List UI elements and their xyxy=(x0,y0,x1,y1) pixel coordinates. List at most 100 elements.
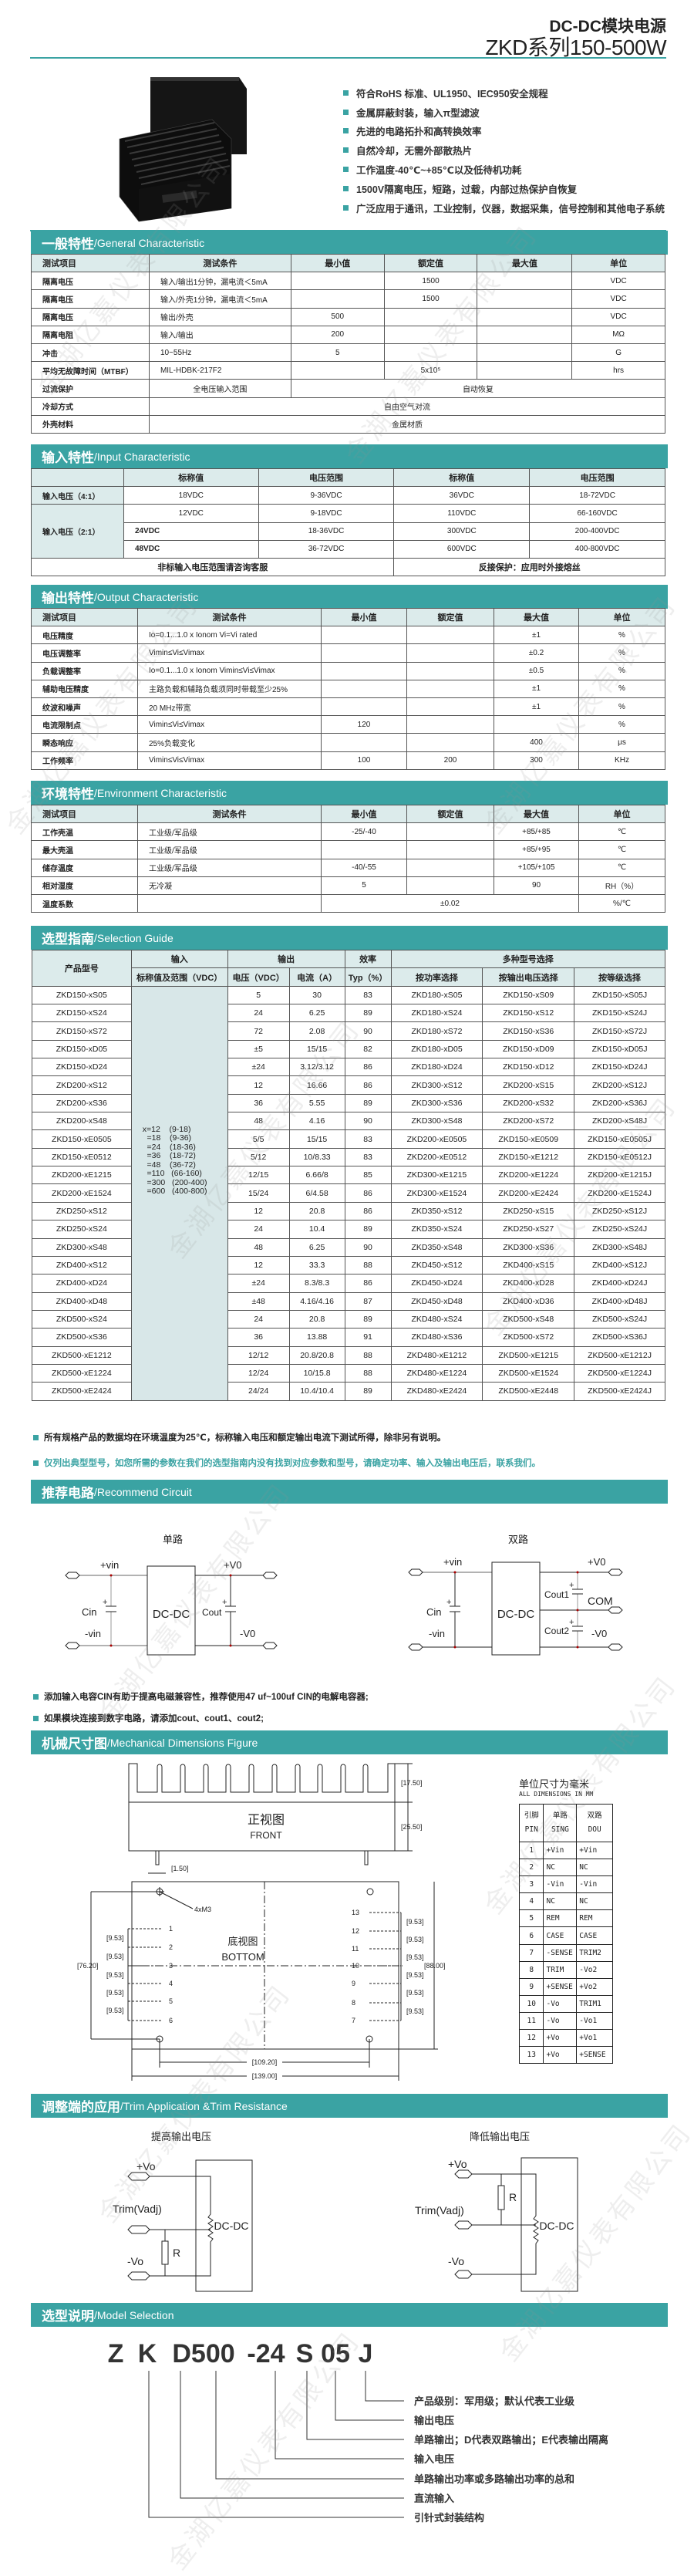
table-cell: 86 xyxy=(344,1058,392,1077)
table-cell: 冷却方式 xyxy=(31,397,150,416)
table-cell xyxy=(406,697,494,717)
table-cell xyxy=(137,893,322,913)
table-row: 温度系数 ±0.02 %/℃ xyxy=(31,893,665,913)
minus-vo-label: -V0 xyxy=(240,1628,255,1639)
table-cell: ZKD200-xS32 xyxy=(482,1093,575,1113)
divider xyxy=(30,57,666,59)
table-cell: 12 xyxy=(227,1075,290,1095)
table-cell: 输入电压（2:1） xyxy=(31,504,124,559)
table-cell: 400-800VDC xyxy=(529,539,665,559)
column-header: 按等级选择 xyxy=(574,967,665,987)
pin-cell: 8 xyxy=(518,1960,544,1979)
column-header: 单路 SING xyxy=(543,1804,578,1842)
table-cell xyxy=(406,840,494,859)
table-cell xyxy=(383,325,478,344)
section-header-model: 选型说明/Model Selection xyxy=(31,2303,668,2327)
dcdc-label: DC-DC xyxy=(153,1608,190,1621)
legend-line: x=12 (9-18) xyxy=(142,1124,191,1134)
output-table: 测试项目 测试条件 最小值 额定值 最大值 单位 电压精度 Io=0.1...1.0 x Io… xyxy=(31,607,665,770)
table-cell: ZKD150-xS72 xyxy=(32,1021,132,1041)
table-cell: +105/+105 xyxy=(494,858,579,877)
table-cell: 24/24 xyxy=(227,1382,290,1401)
pin-number: 8 xyxy=(352,1999,355,2007)
bullet-icon xyxy=(33,1460,39,1466)
table-cell: 24 xyxy=(227,1220,290,1239)
table-cell: 48 xyxy=(227,1112,290,1131)
table-cell: 88 xyxy=(344,1363,392,1383)
table-cell: ZKD200-xE1224 xyxy=(482,1166,575,1185)
table-cell: 400 xyxy=(494,733,579,752)
table-cell: ZKD500-xS36J xyxy=(574,1328,665,1347)
table-cell: ZKD150-xS24J xyxy=(574,1004,665,1023)
table-cell: ±24 xyxy=(227,1058,290,1077)
table-cell: 隔离电压 xyxy=(31,289,150,309)
table-cell: 12 xyxy=(227,1201,290,1221)
pin-cell: NC xyxy=(543,1859,578,1877)
table-cell: ZKD300-xS48J xyxy=(574,1237,665,1257)
dimension-label: [9.53] xyxy=(106,1953,124,1960)
pin-cell: -Vin xyxy=(543,1875,578,1894)
pin-cell: CASE xyxy=(543,1926,578,1945)
table-cell: ZKD200-xS15 xyxy=(482,1075,575,1095)
note-text: 如果模块连接到数字电路，请添加cout、cout1、cout2; xyxy=(44,1714,264,1724)
bullet-icon xyxy=(343,109,349,115)
dimension-label: [1.50] xyxy=(171,1865,189,1872)
pin-cell: 13 xyxy=(518,2046,544,2065)
table-cell: 48VDC xyxy=(123,539,259,559)
section-title-en: /Recommend Circuit xyxy=(94,1485,192,1498)
table-cell: 12VDC xyxy=(123,504,259,523)
table-cell: 6.66/8 xyxy=(288,1166,345,1185)
table-row: 过流保护 全电压输入范围 自动恢复 xyxy=(31,379,666,398)
table-cell: %/℃ xyxy=(578,893,665,913)
callout-label: 输出电压 xyxy=(414,2415,454,2426)
table-cell: MΩ xyxy=(571,325,665,344)
table-row: ZKD500-xS36 36 13.88 91 ZKD480-xS36 ZKD500-xS… xyxy=(32,1328,665,1347)
table-cell xyxy=(290,361,385,380)
pin-cell: 12 xyxy=(518,2029,544,2048)
table-cell xyxy=(477,289,573,309)
terminal-icon xyxy=(608,1606,623,1614)
table-cell: ZKD150-xS05J xyxy=(574,985,665,1005)
table-cell xyxy=(406,858,494,877)
column-header: 标称值及范围（VDC） xyxy=(130,967,228,987)
trim-diagram: 提高输出电压 +Vo Trim(Vadj) -Vo R DC-DC 降低输出电压… xyxy=(113,2131,578,2292)
table-cell: -40/-55 xyxy=(321,858,407,877)
terminal-icon xyxy=(65,1642,80,1649)
callout-label: 单路输出功率或多路输出功率的总和 xyxy=(414,2473,574,2485)
pin-row: 9 +SENSE +Vo2 xyxy=(518,1977,613,1996)
table-cell: 89 xyxy=(344,1382,392,1401)
table-cell: 隔离电压 xyxy=(31,272,150,291)
table-cell: 18VDC xyxy=(123,486,259,505)
table-cell: 2.08 xyxy=(288,1021,345,1041)
legend-line: =48 (36-72) xyxy=(142,1160,196,1170)
table-cell xyxy=(321,661,407,680)
callout-label: 输入电压 xyxy=(414,2453,454,2465)
feature-text: 工作温度-40℃~+85℃以及低待机功耗 xyxy=(356,165,522,177)
table-row: 隔离电压 输出/外壳 500 VDC xyxy=(31,307,665,326)
table-cell: 16.66 xyxy=(288,1075,345,1095)
table-cell: 85 xyxy=(344,1166,392,1185)
note: 仅列出典型型号，如您所需的参数在我们的选型指南内没有找到对应参数和型号，请确定功… xyxy=(33,1457,541,1469)
plus-vo-label: +V0 xyxy=(224,1559,242,1571)
column-header: 输入 xyxy=(130,949,228,969)
table-cell: 外壳材料 xyxy=(31,414,150,434)
table-cell: ZKD200-xE0505 xyxy=(390,1129,483,1149)
table-row: 隔离电压 输入/输出1分钟，漏电流＜5mA 1500 VDC xyxy=(31,272,665,291)
table-row: 工作壳温 工业级/军品级 -25/-40 +85/+85 ℃ xyxy=(31,822,665,842)
table-cell: 10/15.8 xyxy=(288,1363,345,1383)
pin-cell: +Vin xyxy=(543,1841,578,1860)
terminal-icon xyxy=(65,1572,80,1579)
table-cell: ZKD250-xS24J xyxy=(574,1220,665,1239)
table-cell: 15/15 xyxy=(288,1129,345,1149)
table-cell: 温度系数 xyxy=(31,893,138,913)
table-cell: 30 xyxy=(288,985,345,1005)
table-cell: 自动恢复 xyxy=(290,379,666,398)
table-cell: ZKD500-xS72 xyxy=(482,1328,575,1347)
pin-cell: +Vo1 xyxy=(576,2029,613,2048)
pin-cell: 9 xyxy=(518,1977,544,1996)
callout-line xyxy=(148,2371,404,2518)
table-cell: 最大壳温 xyxy=(31,840,138,859)
table-row: 隔离电阻 输入/输出 200 MΩ xyxy=(31,325,665,344)
table-cell: 24VDC xyxy=(123,522,259,541)
table-cell: 13.88 xyxy=(288,1328,345,1347)
